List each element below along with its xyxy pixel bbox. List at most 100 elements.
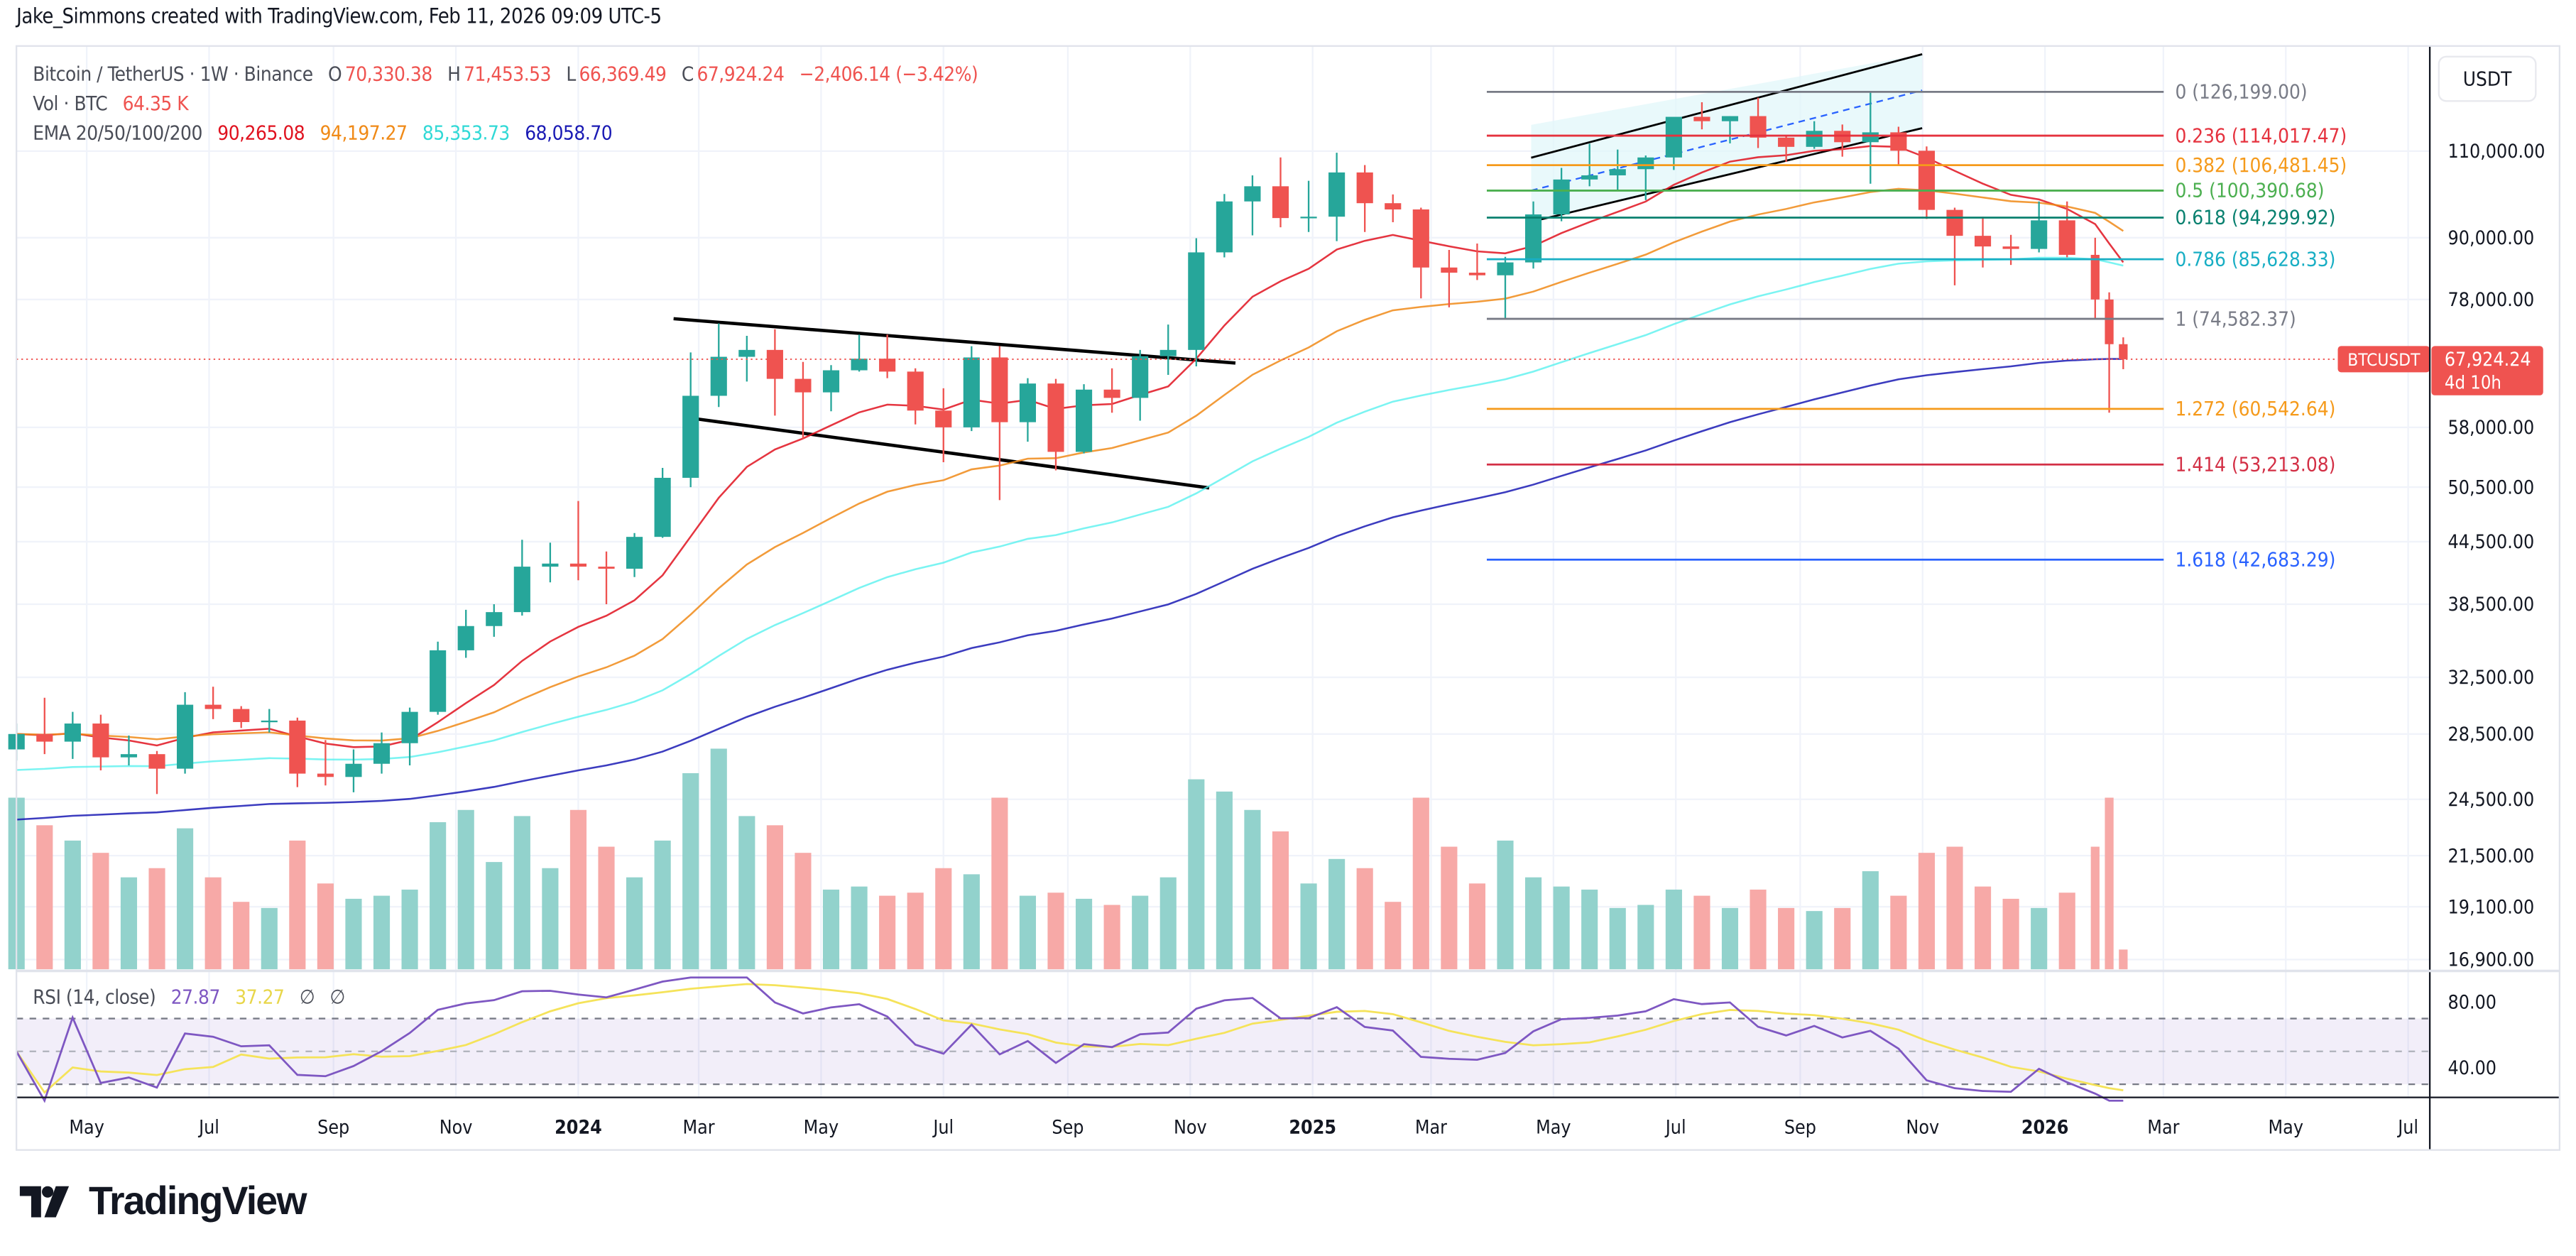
volume-bar xyxy=(204,877,222,970)
volume-bar xyxy=(795,853,812,970)
volume-bar xyxy=(1665,889,1682,970)
price-tick-label: 110,000.00 xyxy=(2448,141,2545,163)
volume-bar xyxy=(92,853,109,970)
tradingview-logo[interactable]: TradingView xyxy=(19,1179,307,1225)
volume-bar xyxy=(851,886,868,970)
candle-body xyxy=(1244,186,1261,202)
time-tick-label: Jul xyxy=(932,1117,954,1139)
fib-level-label: 1 (74,582.37) xyxy=(2175,307,2296,330)
candle-body xyxy=(1412,209,1429,268)
volume-bar xyxy=(1890,895,1907,970)
volume-bar xyxy=(317,883,334,970)
volume-bar xyxy=(401,889,418,970)
ema20-line xyxy=(16,145,2124,748)
time-tick-label: 2024 xyxy=(555,1117,602,1139)
time-tick-label: Sep xyxy=(1784,1117,1816,1139)
fib-level-label: 0.5 (100,390.68) xyxy=(2175,179,2324,202)
legend-volume: Vol · BTC 64.35 K xyxy=(33,92,198,115)
price-tick-label: 21,500.00 xyxy=(2448,845,2535,867)
candle-body xyxy=(1441,267,1458,273)
candle-body xyxy=(1497,262,1514,275)
volume-bar xyxy=(457,809,474,970)
price-tick-label: 44,500.00 xyxy=(2448,531,2535,553)
candle-body xyxy=(822,370,840,393)
candle-body xyxy=(36,733,53,742)
candle-body xyxy=(1019,383,1037,422)
ema100-line xyxy=(16,256,2124,771)
time-tick-label: Jul xyxy=(1664,1117,1686,1139)
volume-bar xyxy=(2119,949,2128,970)
candle-body xyxy=(1693,116,1710,121)
volume-bar xyxy=(626,877,643,970)
fib-level-label: 1.272 (60,542.64) xyxy=(2175,397,2335,420)
fib-level-label: 0.382 (106,481.45) xyxy=(2175,153,2347,177)
candle-body xyxy=(2090,254,2100,300)
price-tick-label: 19,100.00 xyxy=(2448,896,2535,918)
candle-body xyxy=(1385,203,1402,209)
candle-body xyxy=(430,650,447,712)
volume-bar xyxy=(120,877,138,970)
candle-body xyxy=(795,378,812,393)
volume-bar xyxy=(1750,889,1767,970)
volume-bar xyxy=(1076,898,1093,970)
ema200-line xyxy=(16,358,2124,821)
volume-bar xyxy=(1862,871,1879,970)
ema-lines xyxy=(16,145,2124,821)
volume-bar xyxy=(1497,840,1514,970)
volume-bar xyxy=(2031,907,2048,970)
time-tick-label: 2026 xyxy=(2021,1117,2069,1139)
candle-body xyxy=(1806,131,1823,147)
candle-body xyxy=(177,704,194,769)
candle-body xyxy=(1356,172,1373,204)
candle-body xyxy=(457,626,474,650)
candle-body xyxy=(935,410,952,427)
volume-bar xyxy=(766,825,783,970)
candle-body xyxy=(907,371,924,411)
candle-body xyxy=(1272,186,1289,219)
fib-retracement: 0 (126,199.00) 0.236 (114,017.47) 0.382 (1… xyxy=(16,80,2543,572)
candle-body xyxy=(373,743,391,764)
price-tick-label: 28,500.00 xyxy=(2448,723,2535,746)
time-tick-label: Mar xyxy=(682,1117,714,1139)
volume-bar xyxy=(2002,898,2019,970)
currency-button[interactable]: USDT xyxy=(2438,55,2537,102)
price-tick-label: 58,000.00 xyxy=(2448,417,2535,439)
candle-body xyxy=(345,763,362,777)
time-tick-label: 2025 xyxy=(1289,1117,1336,1139)
drawings xyxy=(673,53,1923,490)
rsi-label[interactable]: RSI (14, close) xyxy=(33,985,156,1009)
open-label: O xyxy=(328,62,342,86)
volume-bar xyxy=(1834,907,1851,970)
volume-bar xyxy=(345,898,362,970)
rsi-extra-2: ∅ xyxy=(329,985,346,1009)
ema-label[interactable]: EMA 20/50/100/200 xyxy=(33,121,202,145)
volume-bar xyxy=(1300,883,1317,970)
price-tick-label: 90,000.00 xyxy=(2448,227,2535,249)
last-price-countdown: 4d 10h xyxy=(2445,373,2501,394)
volume-bar xyxy=(1356,868,1373,970)
time-tick-label: Nov xyxy=(1174,1117,1207,1139)
price-tick-label: 16,900.00 xyxy=(2448,949,2535,971)
volume-value: 64.35 K xyxy=(122,92,189,115)
candle-body xyxy=(851,359,868,371)
volume-bar xyxy=(710,748,727,970)
volume-bar xyxy=(64,840,81,970)
candle-body xyxy=(1468,273,1486,275)
volume-bar xyxy=(1553,886,1570,970)
volume-label[interactable]: Vol · BTC xyxy=(33,92,108,115)
time-tick-label: Nov xyxy=(440,1117,473,1139)
legend-ema: EMA 20/50/100/200 90,265.08 94,197.27 85… xyxy=(33,121,622,144)
low-label: L xyxy=(566,62,576,86)
channel-fill xyxy=(1531,54,1923,222)
candle-body xyxy=(1553,179,1570,214)
chart-frame xyxy=(15,45,2561,1151)
price-tick-label: 50,500.00 xyxy=(2448,476,2535,498)
candle-body xyxy=(569,563,587,567)
symbol-title[interactable]: Bitcoin / TetherUS · 1W · Binance xyxy=(33,62,313,86)
ema50-value: 94,197.27 xyxy=(320,121,408,145)
volume-bar xyxy=(1693,895,1710,970)
wedge-upper-trendline xyxy=(673,317,1236,365)
candle-body xyxy=(1300,217,1317,219)
